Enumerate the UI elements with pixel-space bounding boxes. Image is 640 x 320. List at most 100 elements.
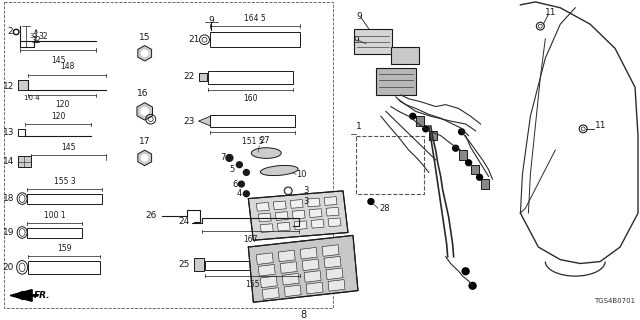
Text: 120: 120	[55, 100, 69, 109]
Circle shape	[292, 195, 300, 203]
Text: 7: 7	[220, 153, 225, 163]
Text: 26: 26	[145, 211, 157, 220]
Circle shape	[469, 282, 476, 289]
Polygon shape	[10, 290, 32, 301]
Polygon shape	[306, 282, 323, 294]
Bar	[4, 2, 333, 308]
Text: 6: 6	[232, 180, 237, 188]
Polygon shape	[307, 198, 320, 207]
Circle shape	[459, 129, 465, 135]
Bar	[459, 150, 467, 160]
Circle shape	[236, 162, 243, 168]
Bar	[481, 179, 488, 189]
Polygon shape	[259, 213, 271, 222]
Bar	[18, 129, 25, 136]
Text: 3: 3	[303, 197, 308, 206]
Bar	[211, 32, 300, 47]
Text: 11: 11	[595, 121, 607, 131]
Polygon shape	[326, 268, 343, 280]
Text: 24: 24	[179, 217, 189, 226]
Circle shape	[243, 191, 250, 197]
Polygon shape	[292, 210, 305, 219]
Circle shape	[410, 113, 416, 119]
Text: 22: 22	[183, 72, 195, 81]
Polygon shape	[294, 221, 307, 229]
Text: 15: 15	[139, 33, 150, 42]
Text: 155 3: 155 3	[54, 177, 76, 186]
Polygon shape	[260, 276, 277, 288]
Bar	[211, 115, 295, 127]
Circle shape	[141, 49, 148, 57]
Text: 160: 160	[244, 94, 258, 103]
Polygon shape	[304, 271, 321, 282]
Circle shape	[13, 28, 20, 35]
Polygon shape	[328, 218, 341, 227]
Bar	[198, 73, 207, 81]
Circle shape	[226, 155, 233, 161]
Polygon shape	[273, 201, 286, 210]
Polygon shape	[300, 247, 317, 259]
Polygon shape	[326, 207, 339, 216]
Text: 16: 16	[137, 89, 148, 98]
Circle shape	[243, 170, 250, 175]
Text: 11: 11	[545, 8, 557, 17]
Polygon shape	[324, 256, 341, 268]
Text: 10 4: 10 4	[24, 95, 40, 101]
Circle shape	[452, 145, 459, 151]
Polygon shape	[248, 191, 348, 240]
Bar	[391, 46, 419, 64]
Polygon shape	[137, 103, 152, 120]
Circle shape	[238, 181, 244, 187]
Bar	[193, 258, 204, 271]
Polygon shape	[311, 220, 324, 228]
Text: 9: 9	[209, 16, 214, 26]
Polygon shape	[280, 262, 297, 273]
Text: 145: 145	[51, 56, 65, 65]
Circle shape	[141, 154, 148, 162]
Text: 155: 155	[245, 280, 260, 289]
Bar	[470, 165, 479, 174]
Text: 5: 5	[229, 165, 234, 174]
Text: 120: 120	[51, 112, 65, 121]
Text: 145: 145	[61, 143, 76, 152]
Text: 148: 148	[60, 62, 74, 71]
Text: 9: 9	[353, 36, 359, 45]
Polygon shape	[262, 288, 279, 299]
Polygon shape	[302, 259, 319, 271]
Text: 151 5: 151 5	[242, 137, 264, 146]
Polygon shape	[257, 253, 273, 264]
Bar	[28, 260, 100, 274]
Text: 159: 159	[57, 244, 71, 253]
Text: 18: 18	[3, 194, 14, 203]
Text: 4: 4	[237, 189, 243, 198]
Polygon shape	[282, 273, 299, 285]
Circle shape	[287, 189, 290, 193]
Text: 9: 9	[356, 12, 362, 20]
Polygon shape	[275, 212, 288, 220]
Bar	[18, 156, 31, 167]
Circle shape	[462, 268, 469, 275]
Text: 100 1: 100 1	[44, 211, 65, 220]
Polygon shape	[309, 209, 322, 218]
Text: 32: 32	[31, 36, 41, 45]
Polygon shape	[277, 222, 290, 231]
Text: 32: 32	[38, 32, 48, 41]
Polygon shape	[138, 45, 152, 61]
Bar	[376, 68, 416, 95]
Bar	[27, 194, 102, 204]
Polygon shape	[290, 200, 303, 208]
Circle shape	[14, 30, 18, 34]
Text: 1: 1	[356, 122, 362, 131]
Polygon shape	[324, 197, 337, 205]
Polygon shape	[322, 245, 339, 256]
Text: TGS4B0701: TGS4B0701	[594, 298, 635, 304]
Bar	[205, 260, 300, 270]
Ellipse shape	[260, 165, 298, 176]
Polygon shape	[284, 285, 301, 297]
Bar	[27, 228, 82, 238]
Text: 164 5: 164 5	[244, 14, 266, 23]
Bar	[18, 80, 28, 90]
Text: 8: 8	[300, 310, 306, 320]
Bar	[356, 136, 424, 194]
Circle shape	[423, 126, 429, 132]
